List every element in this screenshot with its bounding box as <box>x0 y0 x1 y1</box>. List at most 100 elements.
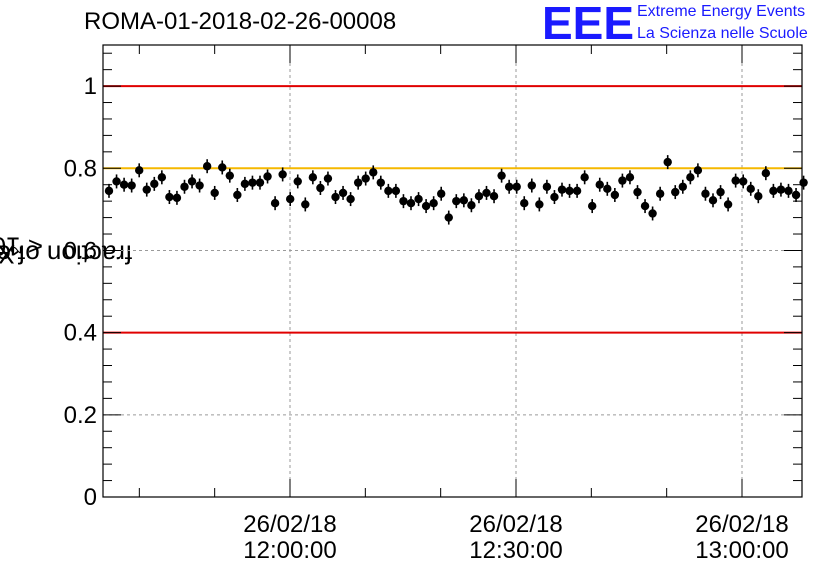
data-point <box>618 173 627 188</box>
plot-frame <box>102 44 803 498</box>
grid <box>103 45 802 497</box>
data-point <box>150 176 159 191</box>
data-marker <box>202 162 212 171</box>
data-marker <box>542 182 552 191</box>
data-point <box>557 182 567 197</box>
data-marker <box>429 199 438 208</box>
data-point <box>761 166 771 181</box>
data-marker <box>414 194 423 204</box>
data-marker <box>761 169 771 178</box>
data-point <box>791 187 801 202</box>
data-point <box>180 179 189 194</box>
y-tick-label: 0.6 <box>64 237 97 264</box>
data-point <box>588 199 597 214</box>
data-point <box>776 182 786 197</box>
data-marker <box>391 186 401 196</box>
data-point <box>671 185 680 200</box>
data-point <box>233 187 242 202</box>
data-marker <box>452 196 461 206</box>
data-point <box>474 189 484 204</box>
data-point <box>353 175 363 190</box>
data-marker <box>421 201 431 211</box>
data-marker <box>218 163 227 172</box>
data-point <box>716 185 725 200</box>
data-point <box>693 163 703 178</box>
data-marker <box>640 201 650 211</box>
data-point <box>655 186 665 201</box>
data-point <box>739 174 748 189</box>
data-point <box>308 170 318 185</box>
data-marker <box>316 183 325 193</box>
eee-logo-mark: EEE <box>542 0 635 49</box>
data-marker <box>754 192 763 201</box>
data-point <box>338 185 348 200</box>
data-point <box>331 190 340 205</box>
data-point <box>346 192 355 207</box>
data-marker <box>225 171 234 180</box>
data-marker <box>384 186 393 196</box>
data-point <box>512 179 521 194</box>
data-point <box>301 197 310 212</box>
data-point <box>504 179 514 194</box>
data-marker <box>663 157 672 167</box>
data-marker <box>769 186 778 196</box>
data-point <box>550 190 559 205</box>
data-point <box>610 187 620 202</box>
y-tick-label: 0.4 <box>64 320 97 347</box>
data-point <box>572 183 582 198</box>
data-point <box>701 186 710 201</box>
data-marker <box>716 187 725 197</box>
data-marker <box>565 186 574 196</box>
data-point <box>648 206 657 221</box>
data-point <box>399 194 408 209</box>
data-marker <box>240 179 250 189</box>
data-point <box>633 185 642 200</box>
data-point <box>565 183 574 198</box>
data-point <box>369 165 378 180</box>
data-point <box>678 179 687 194</box>
data-marker <box>233 190 242 200</box>
data-marker <box>648 209 657 218</box>
data-point <box>429 196 438 211</box>
data-marker <box>301 200 310 209</box>
data-marker <box>618 176 627 185</box>
data-point <box>663 155 672 170</box>
data-marker <box>708 196 718 205</box>
data-point <box>580 170 589 185</box>
data-marker <box>557 185 567 194</box>
y-tick-label: 0.2 <box>64 402 97 429</box>
data-point <box>625 170 635 185</box>
data-marker <box>467 201 476 210</box>
data-marker <box>172 193 182 203</box>
data-marker <box>369 168 378 177</box>
data-point <box>240 176 250 191</box>
data-point <box>527 178 536 193</box>
data-marker <box>308 173 318 182</box>
data-point <box>376 175 385 190</box>
data-marker <box>603 184 612 194</box>
data-point <box>263 169 272 184</box>
data-point <box>384 183 393 198</box>
data-marker <box>784 186 793 196</box>
data-marker <box>293 177 302 186</box>
data-marker <box>625 173 635 182</box>
data-point <box>640 199 650 214</box>
data-marker <box>610 190 620 200</box>
data-point <box>535 197 544 212</box>
data-point <box>286 192 295 207</box>
data-point <box>202 159 212 174</box>
data-point <box>165 190 174 205</box>
data-point <box>316 181 325 195</box>
data-marker <box>693 166 703 175</box>
data-point <box>595 177 604 192</box>
data-marker <box>595 180 604 189</box>
data-marker <box>338 188 348 198</box>
data-marker <box>739 177 748 186</box>
data-marker <box>376 178 385 187</box>
logo-text-line2: La Scienza nelle Scuole <box>637 25 808 42</box>
data-marker <box>588 201 597 211</box>
data-point <box>746 181 755 196</box>
data-marker <box>119 180 129 189</box>
reference-lines <box>103 85 802 334</box>
data-marker <box>187 177 197 186</box>
